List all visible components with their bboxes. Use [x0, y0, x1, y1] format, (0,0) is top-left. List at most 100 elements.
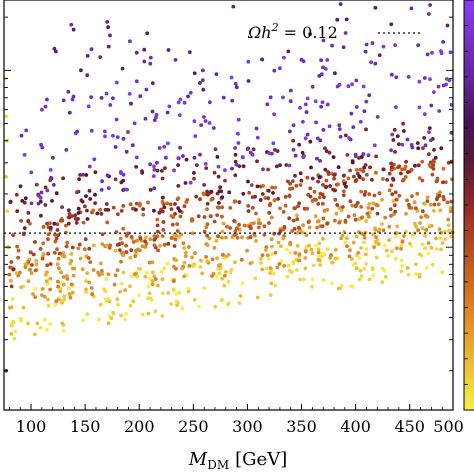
data-point — [150, 109, 155, 114]
data-point — [288, 88, 293, 93]
data-point — [260, 267, 265, 272]
data-point — [45, 221, 49, 226]
data-point — [308, 186, 313, 191]
data-point — [234, 162, 239, 167]
data-point — [332, 173, 337, 177]
x-tick-label: 500 — [433, 417, 464, 436]
data-point — [295, 217, 300, 222]
data-point — [428, 3, 432, 7]
data-point — [394, 234, 398, 239]
data-point — [339, 208, 344, 213]
data-point — [20, 199, 25, 203]
data-point — [121, 253, 125, 258]
data-point — [108, 33, 112, 38]
data-point — [389, 165, 394, 170]
data-point — [207, 121, 212, 125]
data-point — [423, 234, 427, 238]
data-point — [296, 204, 300, 209]
data-point — [368, 165, 373, 170]
data-point — [34, 182, 39, 187]
data-point — [9, 332, 14, 336]
data-point — [77, 242, 82, 247]
data-point — [421, 146, 425, 151]
data-point — [19, 133, 24, 138]
data-point — [145, 31, 150, 36]
data-point — [266, 167, 270, 172]
data-point — [121, 226, 126, 231]
data-point — [113, 145, 118, 149]
data-point — [190, 218, 194, 223]
data-point — [256, 217, 261, 222]
data-point — [306, 220, 311, 225]
data-point — [259, 261, 263, 265]
data-point — [317, 241, 322, 246]
data-point — [395, 224, 400, 229]
data-point — [364, 219, 369, 224]
data-point — [349, 111, 354, 116]
data-point — [409, 143, 414, 147]
data-point — [211, 271, 216, 276]
data-point — [430, 262, 435, 267]
data-point — [301, 223, 305, 228]
data-point — [303, 266, 308, 271]
data-point — [327, 150, 332, 155]
data-point — [293, 153, 298, 158]
data-point — [172, 244, 177, 248]
data-point — [374, 255, 379, 260]
data-point — [156, 248, 161, 253]
data-point — [238, 294, 243, 298]
data-point — [323, 167, 328, 172]
data-point — [400, 239, 405, 244]
data-point — [246, 179, 250, 184]
data-point — [269, 252, 274, 256]
data-point — [315, 156, 319, 161]
data-point — [173, 237, 178, 242]
data-point — [166, 291, 171, 295]
data-point — [215, 155, 220, 159]
data-point — [424, 228, 429, 232]
data-point — [75, 190, 79, 195]
data-point — [383, 275, 388, 279]
data-point — [290, 270, 294, 275]
data-point — [162, 144, 167, 149]
data-point — [84, 287, 88, 292]
data-point — [182, 260, 187, 265]
data-point — [227, 190, 232, 195]
data-point — [182, 100, 187, 105]
data-point — [354, 266, 359, 271]
data-point — [223, 178, 227, 183]
data-point — [305, 175, 310, 180]
data-point — [183, 254, 188, 258]
data-point — [147, 260, 152, 265]
data-point — [236, 131, 240, 136]
data-point — [410, 194, 414, 199]
data-point — [45, 282, 50, 286]
data-point — [114, 117, 119, 122]
data-point — [195, 163, 199, 168]
data-point — [424, 266, 429, 270]
data-point — [449, 199, 454, 204]
data-point — [48, 287, 52, 292]
data-point — [67, 212, 72, 216]
data-point — [350, 159, 355, 164]
data-point — [325, 102, 330, 107]
data-point — [127, 92, 132, 96]
data-point — [103, 289, 108, 293]
data-point — [290, 229, 294, 233]
data-point — [288, 242, 293, 247]
data-point — [428, 203, 433, 207]
data-point — [439, 247, 443, 252]
data-point — [348, 199, 353, 204]
data-point — [146, 200, 150, 205]
data-point — [106, 297, 111, 301]
data-point — [204, 255, 209, 259]
data-point — [298, 105, 302, 110]
data-point — [310, 199, 315, 203]
data-point — [268, 95, 273, 100]
data-point — [446, 223, 451, 228]
data-point — [353, 217, 358, 222]
data-point — [417, 105, 422, 110]
legend: Ωh2 = 0.12 — [247, 21, 420, 42]
data-point — [432, 208, 436, 213]
